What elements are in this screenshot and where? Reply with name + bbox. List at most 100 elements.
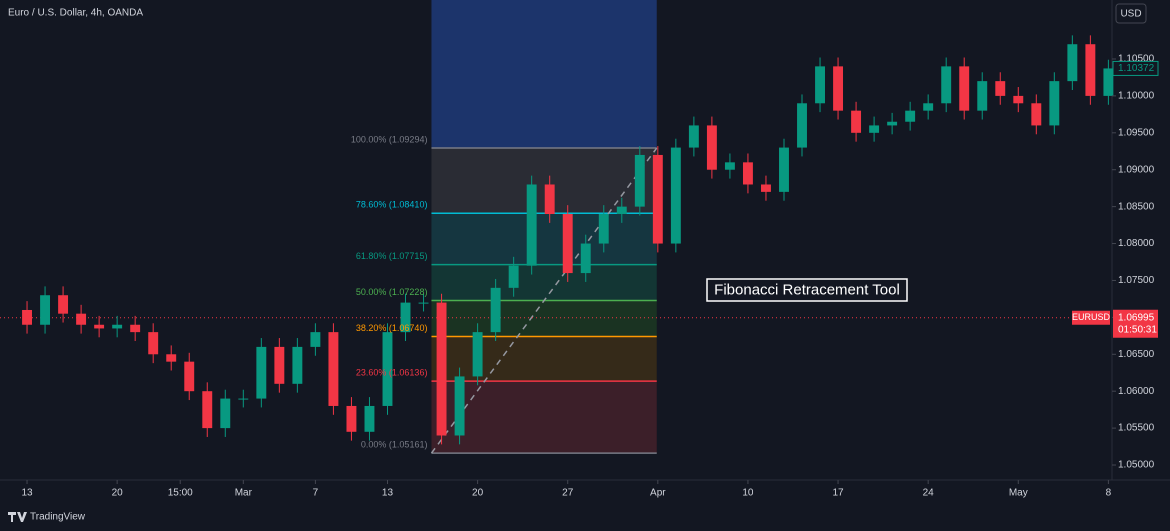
candle-body [977, 81, 988, 111]
candle-body [436, 302, 447, 436]
candle-body [184, 361, 195, 392]
candle-body [544, 184, 555, 215]
currency-label[interactable]: USD [1120, 9, 1141, 20]
fib-label: 38.20% (1.06740) [356, 323, 428, 333]
candle-body [562, 214, 573, 274]
x-tick-label: Mar [235, 488, 253, 499]
y-tick-label: 1.07500 [1118, 275, 1155, 286]
candle-body [418, 302, 429, 304]
x-tick-label: 8 [1106, 488, 1112, 499]
candle-body [94, 324, 105, 329]
price-countdown: 01:50:31 [1118, 324, 1157, 335]
y-tick-label: 1.10500 [1118, 54, 1155, 65]
y-tick-label: 1.06500 [1118, 349, 1155, 360]
candle-body [1031, 103, 1042, 126]
price-symbol: EURUSD [1072, 312, 1111, 322]
x-tick-label: May [1009, 488, 1028, 499]
candle-body [959, 66, 970, 111]
x-tick-label: 7 [313, 488, 319, 499]
candle-body [688, 125, 699, 148]
x-tick-label: 17 [832, 488, 844, 499]
candle-body [400, 302, 411, 333]
candle-body [292, 346, 303, 384]
candle-body [1049, 81, 1060, 126]
price-box [1113, 309, 1158, 338]
fib-label: 23.60% (1.06136) [356, 368, 428, 378]
price-symbol-box [1072, 310, 1110, 325]
candle-body [454, 376, 465, 436]
x-tick-label: 15:00 [168, 488, 193, 499]
candle-body [869, 125, 880, 133]
candle-body [923, 103, 934, 111]
candle-body [364, 405, 375, 432]
candle-body [220, 398, 231, 429]
candle-body [238, 398, 249, 400]
annotation: Fibonacci Retracement Tool [714, 281, 900, 298]
candle-body [1013, 95, 1024, 104]
fib-extension-fill [431, 0, 657, 149]
candle-body [148, 332, 159, 355]
candle-body [616, 206, 627, 215]
fib-zone [431, 148, 657, 214]
x-tick-label: 13 [21, 488, 33, 499]
candle-body [941, 66, 952, 104]
candle-body [40, 295, 51, 325]
candle-body [112, 324, 123, 329]
brand-logo [8, 512, 27, 522]
candle-body [779, 147, 789, 192]
fib-zone [431, 381, 657, 454]
fib-zone [431, 300, 657, 337]
currency-button[interactable] [1115, 3, 1147, 24]
candle-body [833, 66, 844, 111]
candle-body [256, 346, 267, 399]
candle-body [166, 354, 177, 362]
candle-body [310, 332, 321, 347]
x-tick-label: 27 [562, 488, 574, 499]
candle-body [328, 332, 339, 406]
candle-body [634, 154, 645, 207]
candle-body [130, 324, 141, 333]
candle-body [761, 184, 771, 192]
candle-body [670, 147, 681, 244]
y-tick-label: 1.09000 [1118, 164, 1155, 175]
candle-body [202, 391, 213, 429]
fib-trendline [430, 147, 658, 454]
candle-body [1103, 68, 1114, 96]
x-tick-label: 13 [382, 488, 394, 499]
candle-body [526, 184, 537, 266]
candle-body [22, 309, 32, 325]
candle-body [1067, 44, 1078, 82]
y-tick-label: 1.08500 [1118, 201, 1155, 212]
chart-title: Euro / U.S. Dollar, 4h, OANDA [8, 8, 143, 19]
fib-label: 100.00% (1.09294) [351, 134, 428, 144]
y-tick-label: 1.05500 [1118, 423, 1155, 434]
x-tick-label: Apr [650, 488, 666, 499]
y-tick-label: 1.06000 [1118, 386, 1155, 397]
y-tick-label: 1.05000 [1118, 460, 1155, 471]
fib-label: 78.60% (1.08410) [356, 200, 428, 210]
candle-body [508, 265, 519, 288]
fib-zone [431, 336, 657, 382]
y-tick-label: 1.09500 [1118, 127, 1155, 138]
last-price-box [1112, 60, 1159, 76]
x-tick-label: 20 [112, 488, 124, 499]
candle-body [995, 81, 1006, 96]
x-tick-label: 24 [923, 488, 935, 499]
x-tick-label: 10 [742, 488, 754, 499]
last-price: 1.10372 [1118, 63, 1155, 74]
candle-body [815, 66, 825, 104]
x-tick-label: 20 [472, 488, 484, 499]
plot [0, 0, 1114, 454]
candle-body [598, 214, 609, 244]
candle-body [382, 332, 393, 406]
fib-zone [431, 213, 657, 265]
candle-body [851, 110, 862, 133]
candle-body [887, 121, 898, 126]
y-tick-label: 1.10000 [1118, 91, 1155, 102]
fib-zone [431, 264, 657, 301]
brand: TradingView [30, 512, 86, 523]
candle-body [490, 287, 501, 333]
candle-body [706, 125, 717, 170]
